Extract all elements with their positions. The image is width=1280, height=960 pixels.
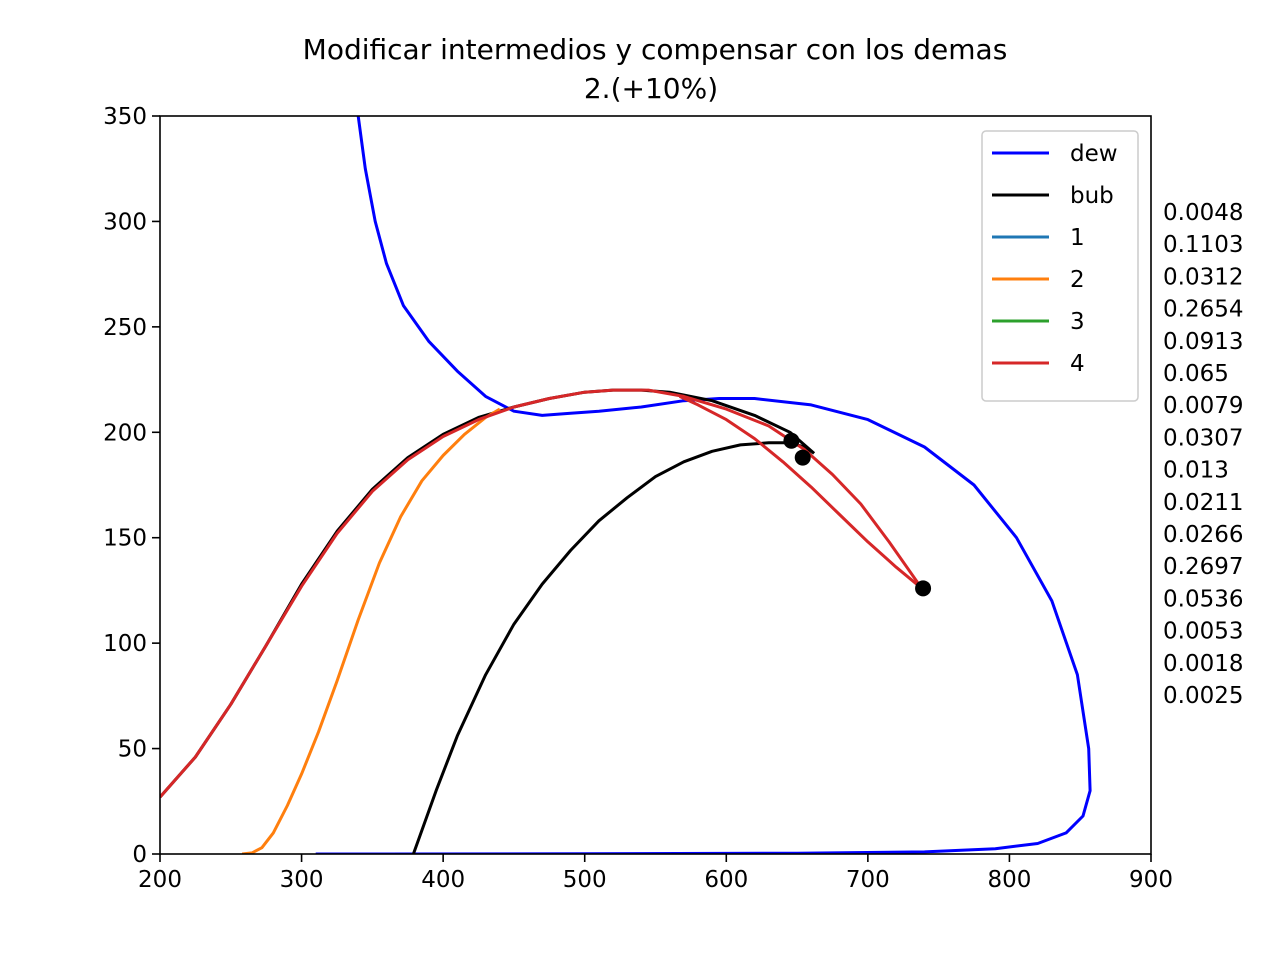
- composition-value: 0.0266: [1163, 522, 1243, 548]
- composition-value: 0.0025: [1163, 683, 1243, 709]
- y-tick-label: 50: [118, 737, 147, 763]
- composition-value: 0.0312: [1163, 264, 1243, 290]
- composition-value: 0.065: [1163, 361, 1229, 387]
- data-point: [915, 580, 932, 597]
- series-line-2-0: [241, 407, 501, 854]
- legend-label-2: 2: [1070, 267, 1085, 293]
- legend-label-4: 4: [1070, 351, 1085, 377]
- plot-frame: [159, 115, 1152, 855]
- composition-value: 0.2697: [1163, 554, 1243, 580]
- composition-value: 0.0048: [1163, 200, 1243, 226]
- y-tick-label: 300: [103, 209, 147, 235]
- x-tick-label: 800: [987, 867, 1031, 893]
- composition-value: 0.1103: [1163, 232, 1243, 258]
- y-axis: 0 50 100 150 200 250 300 350: [103, 104, 160, 868]
- composition-value: 0.013: [1163, 458, 1229, 484]
- y-tick-label: 200: [103, 420, 147, 446]
- composition-labels: 0.0048 0.1103 0.0312 0.2654 0.0913 0.065 0.007…: [1163, 200, 1243, 709]
- composition-value: 0.0018: [1163, 651, 1243, 677]
- x-tick-label: 700: [846, 867, 890, 893]
- legend-label-dew: dew: [1070, 141, 1118, 167]
- data-point: [783, 432, 800, 449]
- plot-points: [783, 432, 932, 597]
- y-tick-label: 350: [103, 104, 147, 130]
- composition-value: 0.0211: [1163, 490, 1243, 516]
- series-line-4-1: [678, 395, 923, 590]
- y-tick-label: 150: [103, 526, 147, 552]
- composition-value: 0.2654: [1163, 297, 1243, 323]
- y-tick-label: 0: [132, 842, 147, 868]
- legend-label-bub: bub: [1070, 183, 1114, 209]
- composition-value: 0.0079: [1163, 393, 1243, 419]
- series-line-bub-1: [411, 441, 813, 854]
- legend-label-1: 1: [1070, 225, 1085, 251]
- x-tick-label: 900: [1129, 867, 1173, 893]
- data-point: [794, 449, 811, 466]
- chart-subtitle: 2.(+10%): [584, 72, 718, 105]
- legend-label-3: 3: [1070, 309, 1085, 335]
- legend: dew bub 1 2 3 4: [981, 130, 1139, 402]
- x-tick-label: 600: [704, 867, 748, 893]
- composition-value: 0.0913: [1163, 329, 1243, 355]
- x-tick-label: 400: [421, 867, 465, 893]
- series-line-dew-0: [315, 116, 1092, 854]
- x-tick-label: 500: [563, 867, 607, 893]
- chart-title: Modificar intermedios y compensar con lo…: [303, 33, 1008, 66]
- legend-box: [981, 130, 1139, 402]
- y-tick-label: 100: [103, 631, 147, 657]
- plot-lines: [160, 116, 1092, 854]
- composition-value: 0.0307: [1163, 425, 1243, 451]
- series-line-4-0: [160, 388, 923, 799]
- x-tick-label: 300: [280, 867, 324, 893]
- x-axis: 200 300 400 500 600 700 800 900: [138, 854, 1173, 893]
- x-tick-label: 200: [138, 867, 182, 893]
- y-tick-label: 250: [103, 315, 147, 341]
- composition-value: 0.0536: [1163, 586, 1243, 612]
- composition-value: 0.0053: [1163, 619, 1243, 645]
